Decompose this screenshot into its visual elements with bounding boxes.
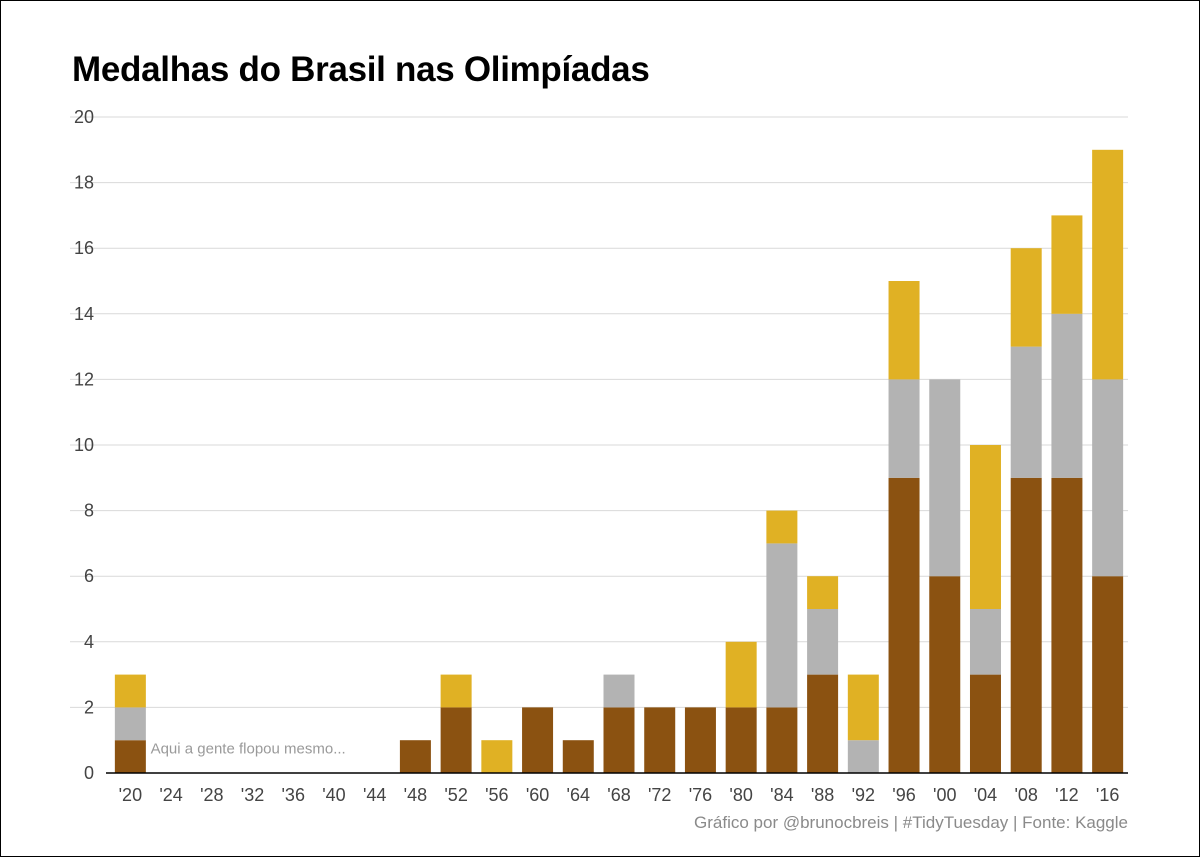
x-tick-label: '48 xyxy=(404,785,427,805)
bar-segment xyxy=(725,641,757,708)
y-tick-label: 10 xyxy=(74,435,94,455)
bar-segment xyxy=(440,674,472,708)
bar-segment xyxy=(888,379,920,478)
bar-segment xyxy=(603,707,635,773)
bar-segment xyxy=(888,281,920,380)
y-tick-label: 16 xyxy=(74,238,94,258)
bar-segment xyxy=(603,674,635,708)
bar-segment xyxy=(807,576,839,609)
x-tick-label: '92 xyxy=(852,785,875,805)
bar-segment xyxy=(929,576,961,773)
y-tick-label: 4 xyxy=(84,632,94,652)
x-tick-label: '72 xyxy=(648,785,671,805)
y-tick-label: 18 xyxy=(74,173,94,193)
x-tick-label: '24 xyxy=(159,785,182,805)
bar-segment xyxy=(1092,149,1124,380)
y-tick-label: 6 xyxy=(84,566,94,586)
bar-segment xyxy=(644,707,676,773)
bar-segment xyxy=(969,609,1001,675)
x-tick-label: '20 xyxy=(119,785,142,805)
bar-segment xyxy=(1051,313,1083,478)
bar-segment xyxy=(888,477,920,773)
x-tick-label: '80 xyxy=(729,785,752,805)
bar-segment xyxy=(684,707,716,773)
bar-segment xyxy=(807,674,839,773)
x-tick-label: '08 xyxy=(1014,785,1037,805)
bar-segment xyxy=(847,740,879,773)
x-tick-label: '88 xyxy=(811,785,834,805)
y-tick-label: 12 xyxy=(74,369,94,389)
x-tick-label: '44 xyxy=(363,785,386,805)
bar-segment xyxy=(1092,379,1124,577)
bar-segment xyxy=(807,609,839,675)
bar-segment xyxy=(114,707,146,741)
y-tick-label: 2 xyxy=(84,697,94,717)
bar-stack-group xyxy=(114,149,1124,773)
grid-lines xyxy=(70,116,1128,708)
x-tick-label: '00 xyxy=(933,785,956,805)
x-tick-label: '96 xyxy=(892,785,915,805)
x-tick-label: '56 xyxy=(485,785,508,805)
bar-segment xyxy=(440,707,472,773)
bar-segment xyxy=(114,740,146,773)
bar-segment xyxy=(766,707,798,773)
x-tick-label: '36 xyxy=(282,785,305,805)
bar-segment xyxy=(1092,576,1124,773)
bar-segment xyxy=(1010,248,1042,347)
x-tick-label: '04 xyxy=(974,785,997,805)
x-axis-ticks: '20 '24 '28 '32 '36 '40 '44 '48 '52 '56 '60 '64 '68 '… xyxy=(119,785,1120,805)
x-tick-label: '84 xyxy=(770,785,793,805)
x-tick-label: '76 xyxy=(689,785,712,805)
bar-segment xyxy=(114,674,146,708)
x-tick-label: '16 xyxy=(1096,785,1119,805)
annotation-text: Aqui a gente flopou mesmo... xyxy=(151,740,346,757)
y-tick-label: 8 xyxy=(84,501,94,521)
bar-segment xyxy=(725,707,757,773)
bar-segment xyxy=(481,740,513,773)
bar-segment xyxy=(929,379,961,577)
x-tick-label: '64 xyxy=(567,785,590,805)
bar-segment xyxy=(766,543,798,708)
x-tick-label: '68 xyxy=(607,785,630,805)
x-tick-label: '28 xyxy=(200,785,223,805)
bar-segment xyxy=(969,445,1001,609)
source-caption: Gráfico por @brunocbreis | #TidyTuesday … xyxy=(694,813,1128,832)
x-tick-label: '32 xyxy=(241,785,264,805)
x-tick-label: '52 xyxy=(444,785,467,805)
bar-segment xyxy=(399,740,431,773)
x-tick-label: '40 xyxy=(322,785,345,805)
bar-segment xyxy=(1051,215,1083,314)
y-tick-label: 20 xyxy=(74,107,94,127)
bar-segment xyxy=(522,707,554,773)
bar-segment xyxy=(1010,346,1042,478)
y-axis-ticks: 0 2 4 6 8 10 12 14 16 18 20 xyxy=(74,107,94,783)
y-tick-label: 0 xyxy=(84,763,94,783)
x-tick-label: '12 xyxy=(1055,785,1078,805)
chart-title: Medalhas do Brasil nas Olimpíadas xyxy=(72,50,650,89)
x-tick-label: '60 xyxy=(526,785,549,805)
bar-segment xyxy=(847,674,879,741)
bar-segment xyxy=(766,510,798,544)
bar-segment xyxy=(969,674,1001,773)
bar-segment xyxy=(562,740,594,773)
bar-segment xyxy=(1010,477,1042,773)
y-tick-label: 14 xyxy=(74,304,94,324)
bar-segment xyxy=(1051,477,1083,773)
